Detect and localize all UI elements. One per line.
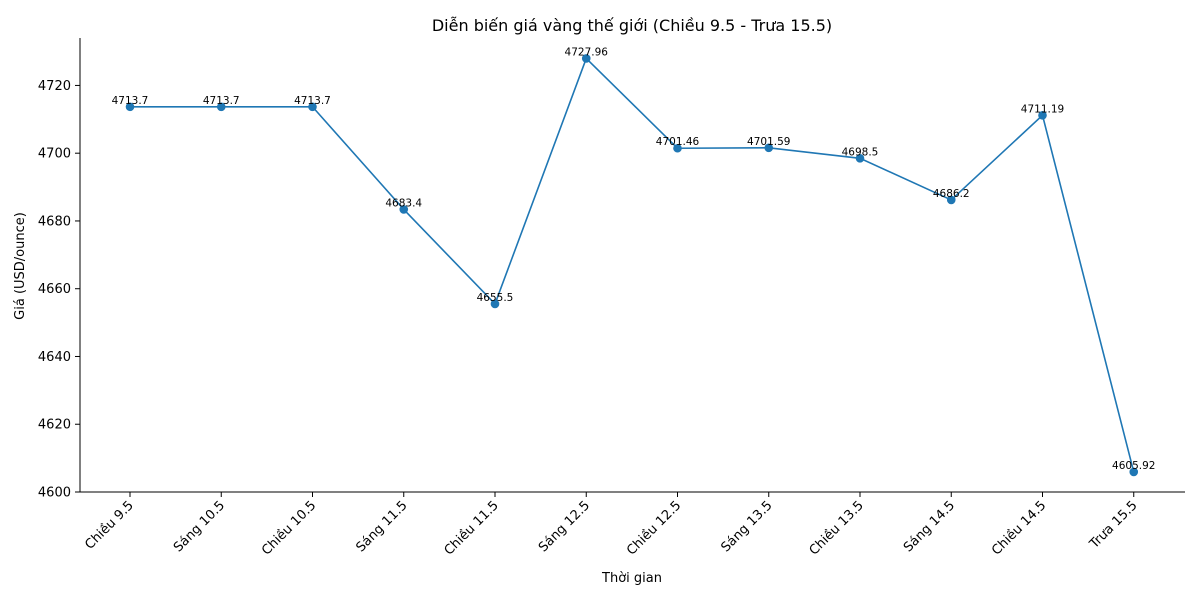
x-tick-label: Chiều 14.5: [989, 498, 1049, 558]
x-tick-label: Sáng 12.5: [536, 498, 593, 555]
data-label: 4655.5: [477, 292, 514, 304]
y-tick-label: 4680: [38, 214, 71, 229]
x-tick-label: Sáng 14.5: [901, 498, 958, 555]
x-tick-label: Sáng 13.5: [718, 498, 775, 555]
data-point: [490, 299, 500, 309]
y-tick-label: 4640: [38, 350, 71, 365]
x-tick-label: Chiều 13.5: [807, 498, 867, 558]
data-label: 4701.59: [747, 136, 790, 148]
x-tick-label: Trưa 15.5: [1086, 498, 1140, 552]
data-point: [581, 54, 591, 63]
y-axis-label: Giá (USD/ounce): [13, 212, 28, 320]
x-tick-label: Chiều 9.5: [82, 498, 136, 552]
y-tick-label: 4600: [38, 486, 71, 501]
y-tick-label: 4620: [38, 418, 71, 433]
data-label: 4683.4: [385, 197, 422, 209]
data-labels: 4713.7 4713.7 4713.7 4683.4 4655.5 4727.96 470…: [112, 46, 1156, 471]
x-axis-label: Thời gian: [601, 571, 662, 586]
data-label: 4713.7: [203, 95, 240, 107]
data-label: 4711.19: [1021, 103, 1064, 115]
data-point: [855, 153, 865, 163]
x-tick-label: Chiều 11.5: [442, 498, 502, 558]
x-tick-label: Chiều 10.5: [259, 498, 319, 558]
data-label: 4686.2: [933, 188, 970, 200]
data-point: [1129, 467, 1139, 477]
data-label: 4605.92: [1112, 460, 1155, 472]
data-point: [125, 102, 135, 112]
y-tick-label: 4720: [38, 79, 71, 94]
data-label: 4698.5: [842, 146, 879, 158]
x-tick-label: Sáng 11.5: [353, 498, 410, 555]
x-ticks: Chiều 9.5 Sáng 10.5 Chiều 10.5 Sáng 11.5 Chi…: [82, 492, 1141, 559]
data-point: [673, 143, 682, 153]
series-line: [130, 57, 1135, 473]
data-point: [764, 143, 774, 153]
axes: [79, 38, 1185, 493]
y-tick-label: 4700: [38, 147, 71, 162]
data-label: 4713.7: [294, 95, 331, 107]
data-label: 4727.96: [565, 46, 609, 58]
price-series: [125, 54, 1139, 477]
y-tick-label: 4660: [38, 282, 71, 297]
data-label: 4701.46: [656, 136, 700, 148]
y-ticks: 4600 4620 4640 4660 4680 4700 4720: [38, 79, 80, 501]
data-point: [1038, 110, 1047, 120]
chart-title: Diễn biến giá vàng thế giới (Chiều 9.5 -…: [432, 16, 832, 35]
x-tick-label: Chiều 12.5: [624, 498, 684, 558]
data-label: 4713.7: [112, 95, 149, 107]
x-tick-label: Sáng 10.5: [171, 498, 228, 555]
data-point: [399, 205, 409, 214]
data-point: [216, 102, 226, 112]
data-point: [308, 102, 317, 112]
data-point: [946, 195, 956, 205]
